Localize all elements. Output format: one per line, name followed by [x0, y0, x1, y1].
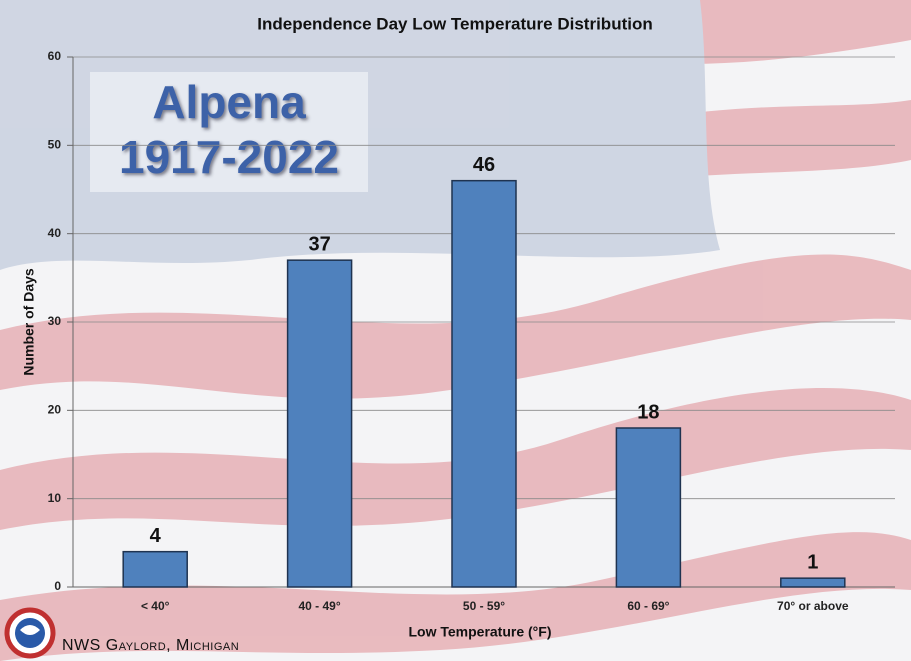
x-tick-label: 60 - 69°: [627, 599, 669, 613]
value-label: 37: [308, 233, 330, 255]
bar: [122, 550, 188, 588]
y-tick-label: 10: [48, 491, 62, 505]
y-tick-label: 60: [48, 49, 62, 63]
bar: [615, 427, 682, 588]
footer: NWS Gaylord, Michigan: [62, 637, 239, 654]
y-tick-label: 0: [54, 579, 61, 593]
x-tick-label: 40 - 49°: [299, 599, 341, 613]
bar: [286, 259, 353, 588]
x-tick-label: < 40°: [141, 599, 170, 613]
x-axis-label: Low Temperature (°F): [408, 624, 551, 640]
bar: [451, 179, 517, 588]
annotation-box: [90, 72, 368, 192]
annotation: 1917-2022: [119, 131, 339, 183]
y-tick-label: 40: [48, 226, 62, 240]
value-label: 1: [807, 551, 818, 573]
x-tick-label: 70° or above: [777, 599, 849, 613]
value-label: 4: [150, 525, 162, 547]
y-tick-label: 30: [48, 314, 62, 328]
y-tick-label: 50: [48, 138, 62, 152]
value-label: 46: [473, 154, 495, 176]
x-tick-label: 50 - 59°: [463, 599, 505, 613]
y-axis-label: Number of Days: [21, 268, 37, 376]
y-tick-label: 20: [48, 403, 62, 417]
chart-title: Independence Day Low Temperature Distrib…: [257, 14, 652, 33]
annotation: Alpena: [152, 76, 306, 128]
value-label: 18: [637, 401, 659, 423]
bar: [780, 577, 846, 588]
nws-logo: [4, 607, 56, 659]
